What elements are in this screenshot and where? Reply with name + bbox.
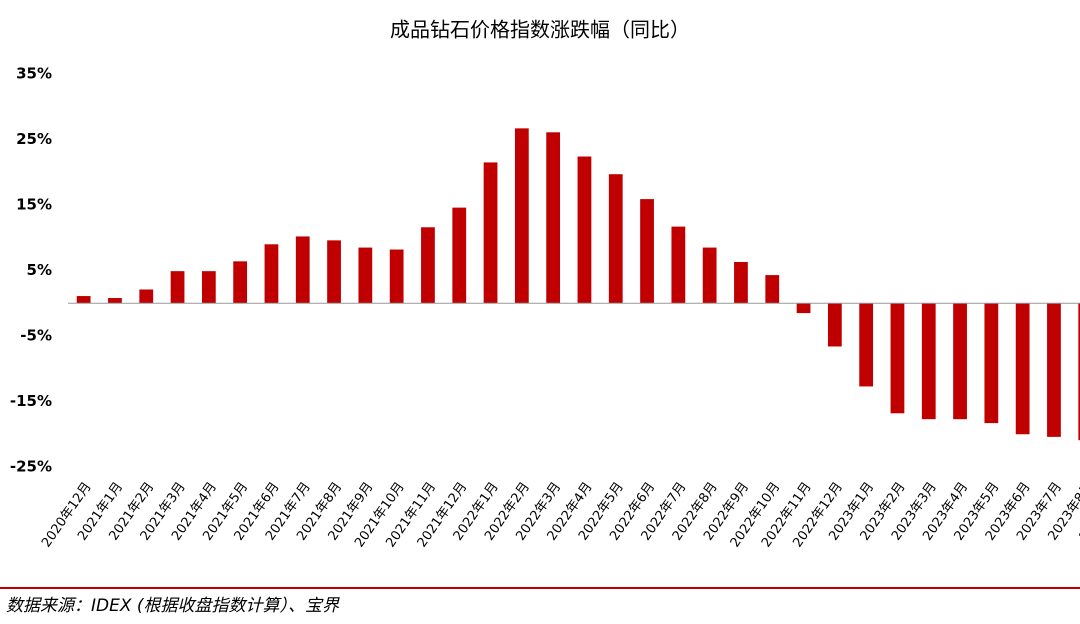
bar <box>671 226 686 304</box>
bar <box>76 296 91 304</box>
bar <box>765 275 780 304</box>
bar <box>984 303 999 424</box>
bar <box>264 244 279 304</box>
y-tick-label: 15% <box>16 196 52 214</box>
bar <box>577 156 592 304</box>
bar <box>201 271 216 304</box>
bar <box>640 199 654 304</box>
bar <box>546 132 561 304</box>
bar <box>483 162 498 304</box>
y-tick-label: 5% <box>27 261 52 279</box>
bar <box>921 303 936 420</box>
bar <box>389 249 404 304</box>
y-tick-label: -15% <box>10 392 52 410</box>
bar <box>295 236 310 304</box>
bar <box>358 247 373 304</box>
bar <box>702 247 717 304</box>
chart-title: 成品钻石价格指数涨跌幅（同比） <box>390 18 690 42</box>
bar <box>233 261 248 304</box>
bar <box>1015 303 1030 435</box>
bar <box>953 303 967 420</box>
bar <box>421 227 435 304</box>
bar <box>859 303 874 387</box>
y-tick-label: -25% <box>10 458 52 476</box>
bar <box>170 271 185 304</box>
bar <box>796 303 811 314</box>
bar <box>734 261 748 304</box>
y-tick-label: 35% <box>16 65 52 83</box>
y-tick-label: -5% <box>20 327 52 345</box>
bar <box>890 303 905 414</box>
y-tick-label: 25% <box>16 130 52 148</box>
bar <box>1047 303 1061 437</box>
source-note: 数据来源：IDEX (根据收盘指数计算）、宝界 <box>6 596 340 616</box>
bar <box>1078 303 1080 441</box>
bar <box>514 128 529 304</box>
bar <box>452 207 467 304</box>
bar <box>827 303 842 347</box>
bar <box>139 289 154 304</box>
bar <box>608 174 623 304</box>
bar <box>327 240 341 304</box>
bar <box>108 298 122 304</box>
